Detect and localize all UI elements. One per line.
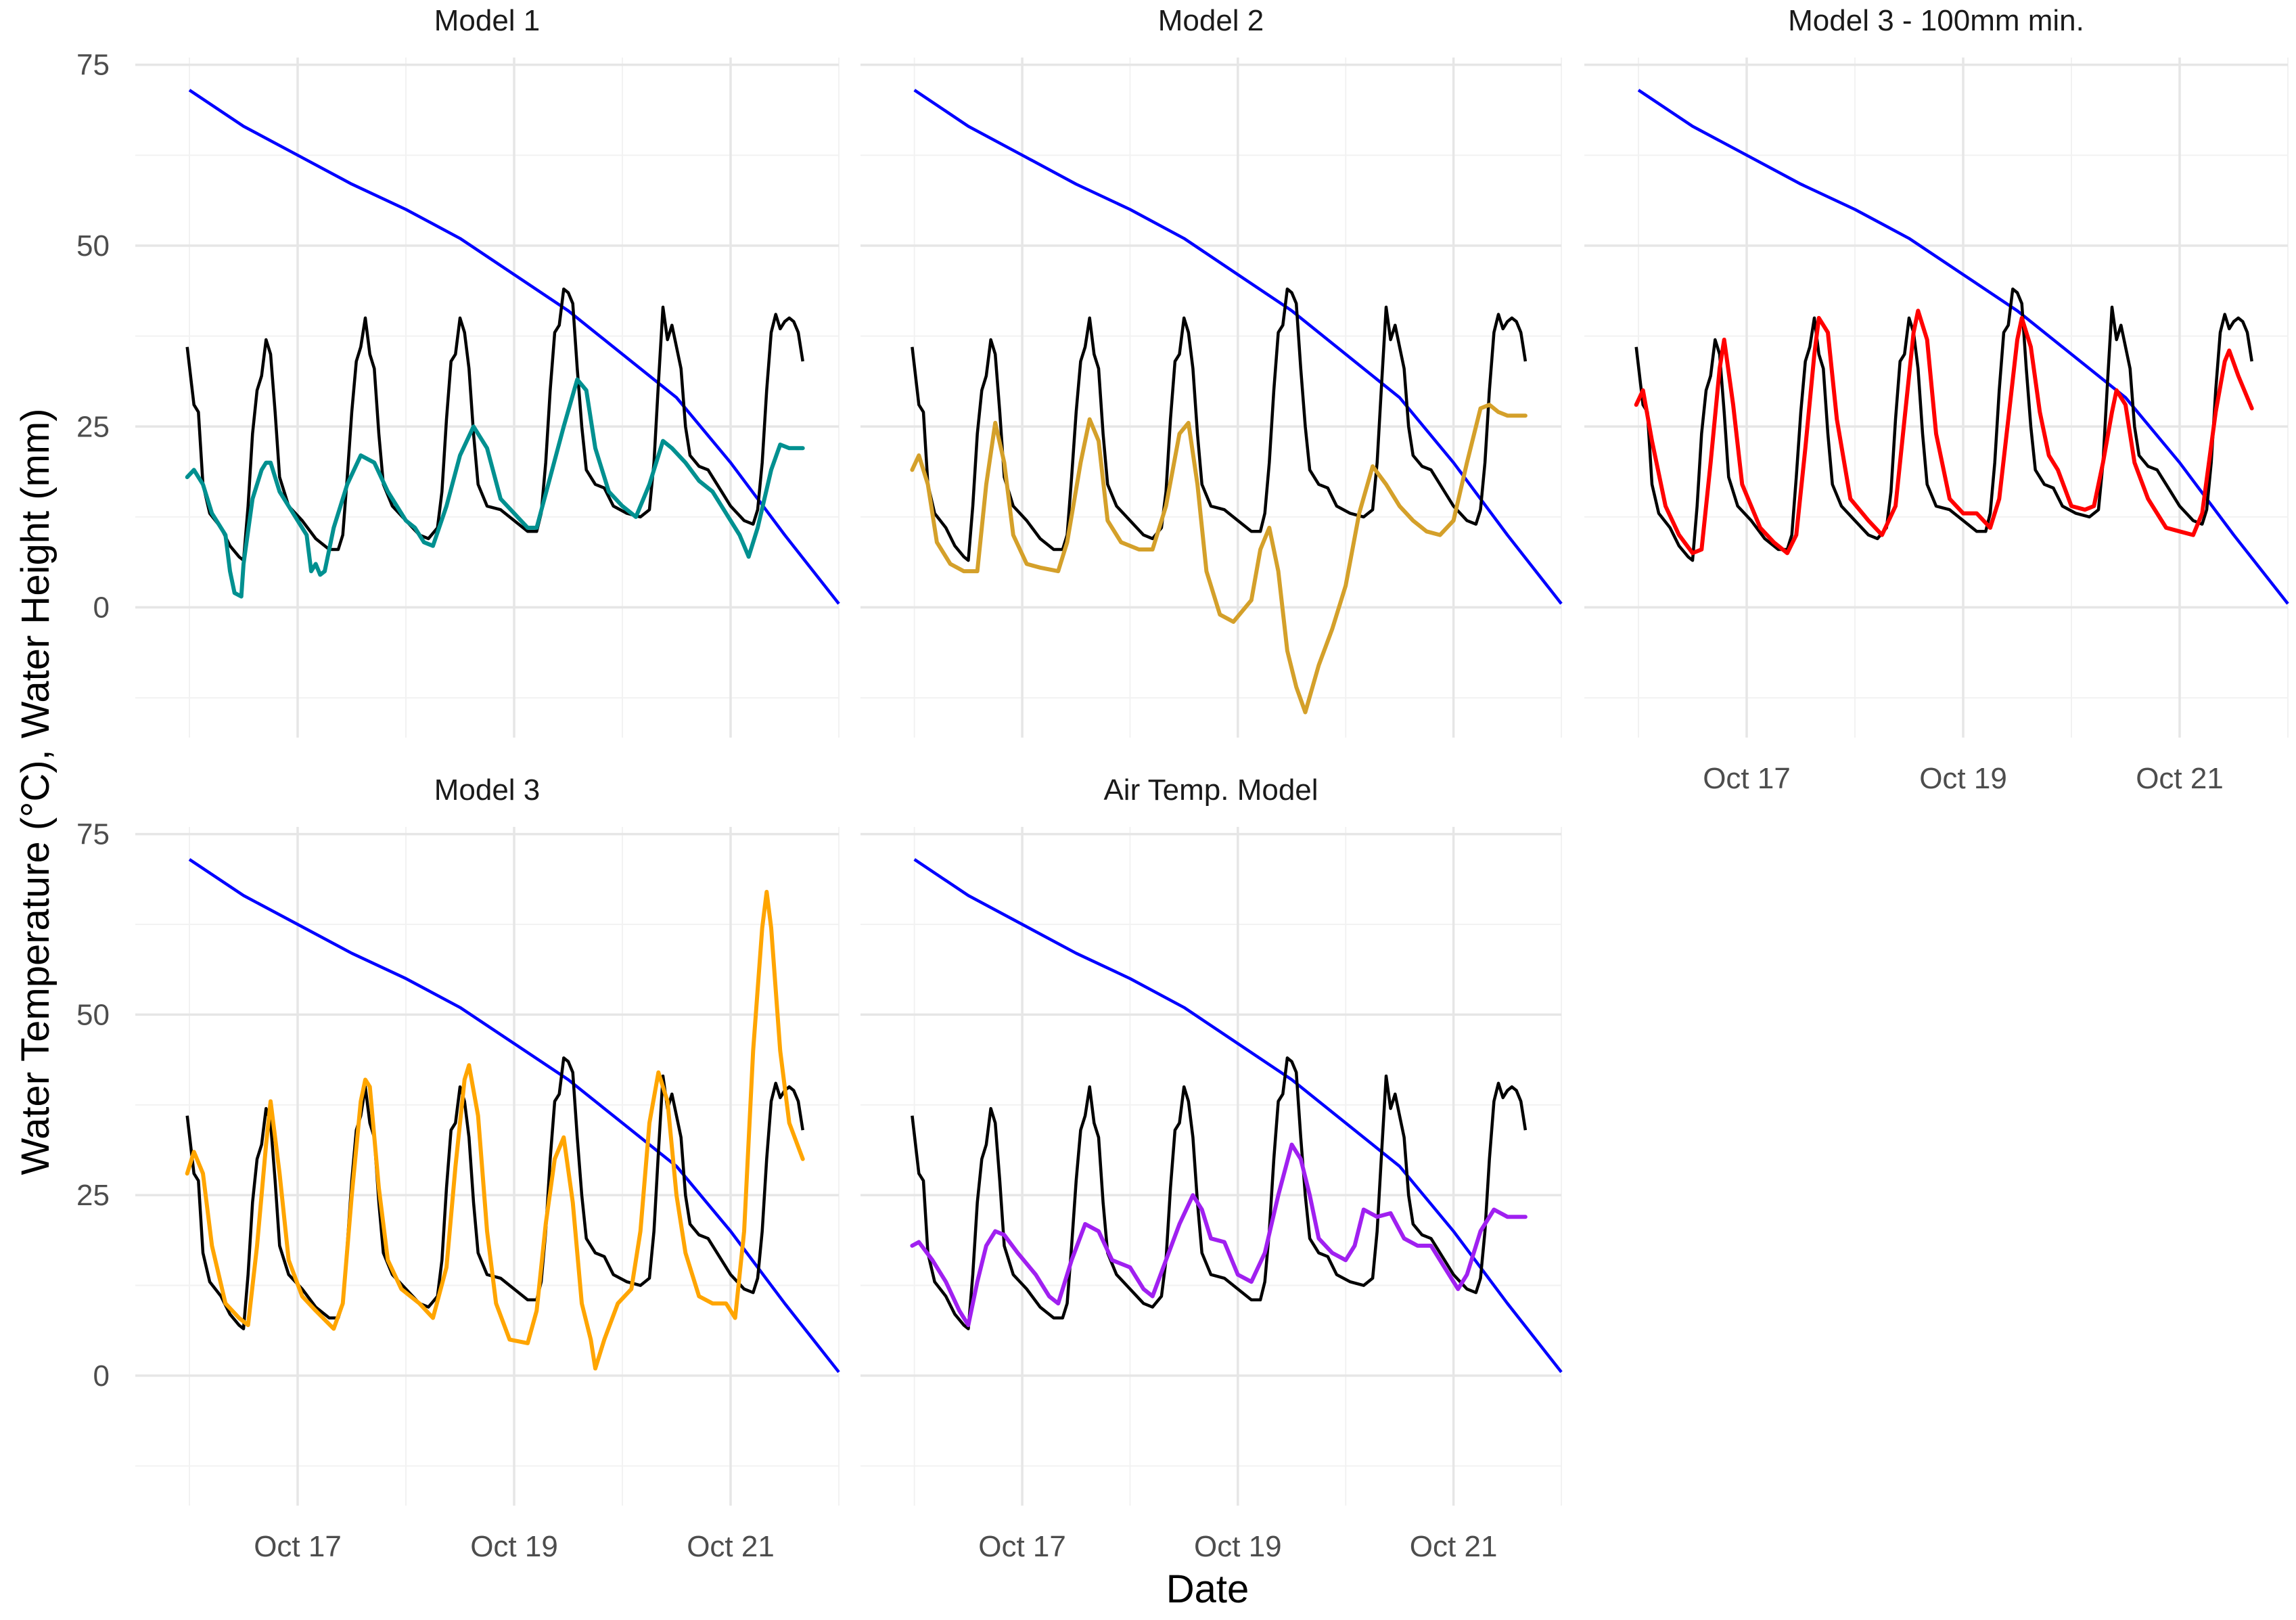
water-height-line — [188, 89, 840, 605]
y-tick-label: 0 — [93, 1359, 110, 1393]
x-tick-label: Oct 19 — [470, 1530, 558, 1563]
panel-4: Model 3 0 25 50 75 Oct 17 Oct 19 Oct 21 — [76, 773, 840, 1563]
y-tick-label: 25 — [76, 1179, 110, 1212]
panel-title: Model 2 — [1158, 4, 1264, 37]
y-tick-label: 0 — [93, 591, 110, 625]
panel-2: Model 2 — [860, 4, 1563, 738]
x-tick-label: Oct 21 — [687, 1530, 775, 1563]
y-tick-label: 75 — [76, 818, 110, 851]
model-temperature-line — [1634, 309, 2254, 556]
panels-layer: Model 1 0 25 50 75 Model 2 Model 3 - 100mm min… — [76, 4, 2289, 1563]
x-tick-label: Oct 17 — [254, 1530, 342, 1563]
water-height-line — [188, 858, 840, 1373]
panel-1: Model 1 0 25 50 75 — [76, 4, 840, 738]
y-tick-label: 25 — [76, 410, 110, 443]
model-temperature-line — [910, 1142, 1528, 1328]
x-axis-label: Date — [1166, 1567, 1249, 1611]
y-tick-label: 50 — [76, 229, 110, 263]
x-tick-label: Oct 17 — [978, 1530, 1066, 1563]
panel-title: Air Temp. Model — [1103, 773, 1318, 807]
x-tick-label: Oct 19 — [1194, 1530, 1282, 1563]
panel-title: Model 3 — [434, 773, 541, 807]
model-temperature-line — [185, 890, 805, 1371]
x-tick-label: Oct 17 — [1703, 762, 1791, 795]
observed-temperature-line — [911, 1056, 1528, 1330]
panel-5: Air Temp. Model Oct 17 Oct 19 Oct 21 — [860, 773, 1563, 1563]
model-temperature-line — [185, 377, 805, 599]
model-temperature-line — [910, 403, 1528, 715]
x-tick-label: Oct 21 — [2136, 762, 2224, 795]
water-height-line — [913, 858, 1563, 1373]
water-height-line — [1637, 89, 2289, 605]
x-tick-label: Oct 19 — [1919, 762, 2007, 795]
y-tick-label: 75 — [76, 49, 110, 82]
y-axis-label: Water Temperature (°C), Water Height (mm… — [14, 409, 58, 1175]
panel-3: Model 3 - 100mm min. Oct 17 Oct 19 Oct 21 — [1584, 4, 2289, 795]
panel-title: Model 1 — [434, 4, 541, 37]
observed-temperature-line — [185, 287, 804, 562]
observed-temperature-line — [1634, 287, 2253, 562]
y-tick-label: 50 — [76, 998, 110, 1031]
water-height-line — [913, 89, 1563, 605]
x-tick-label: Oct 21 — [1410, 1530, 1498, 1563]
panel-title: Model 3 - 100mm min. — [1788, 4, 2084, 37]
